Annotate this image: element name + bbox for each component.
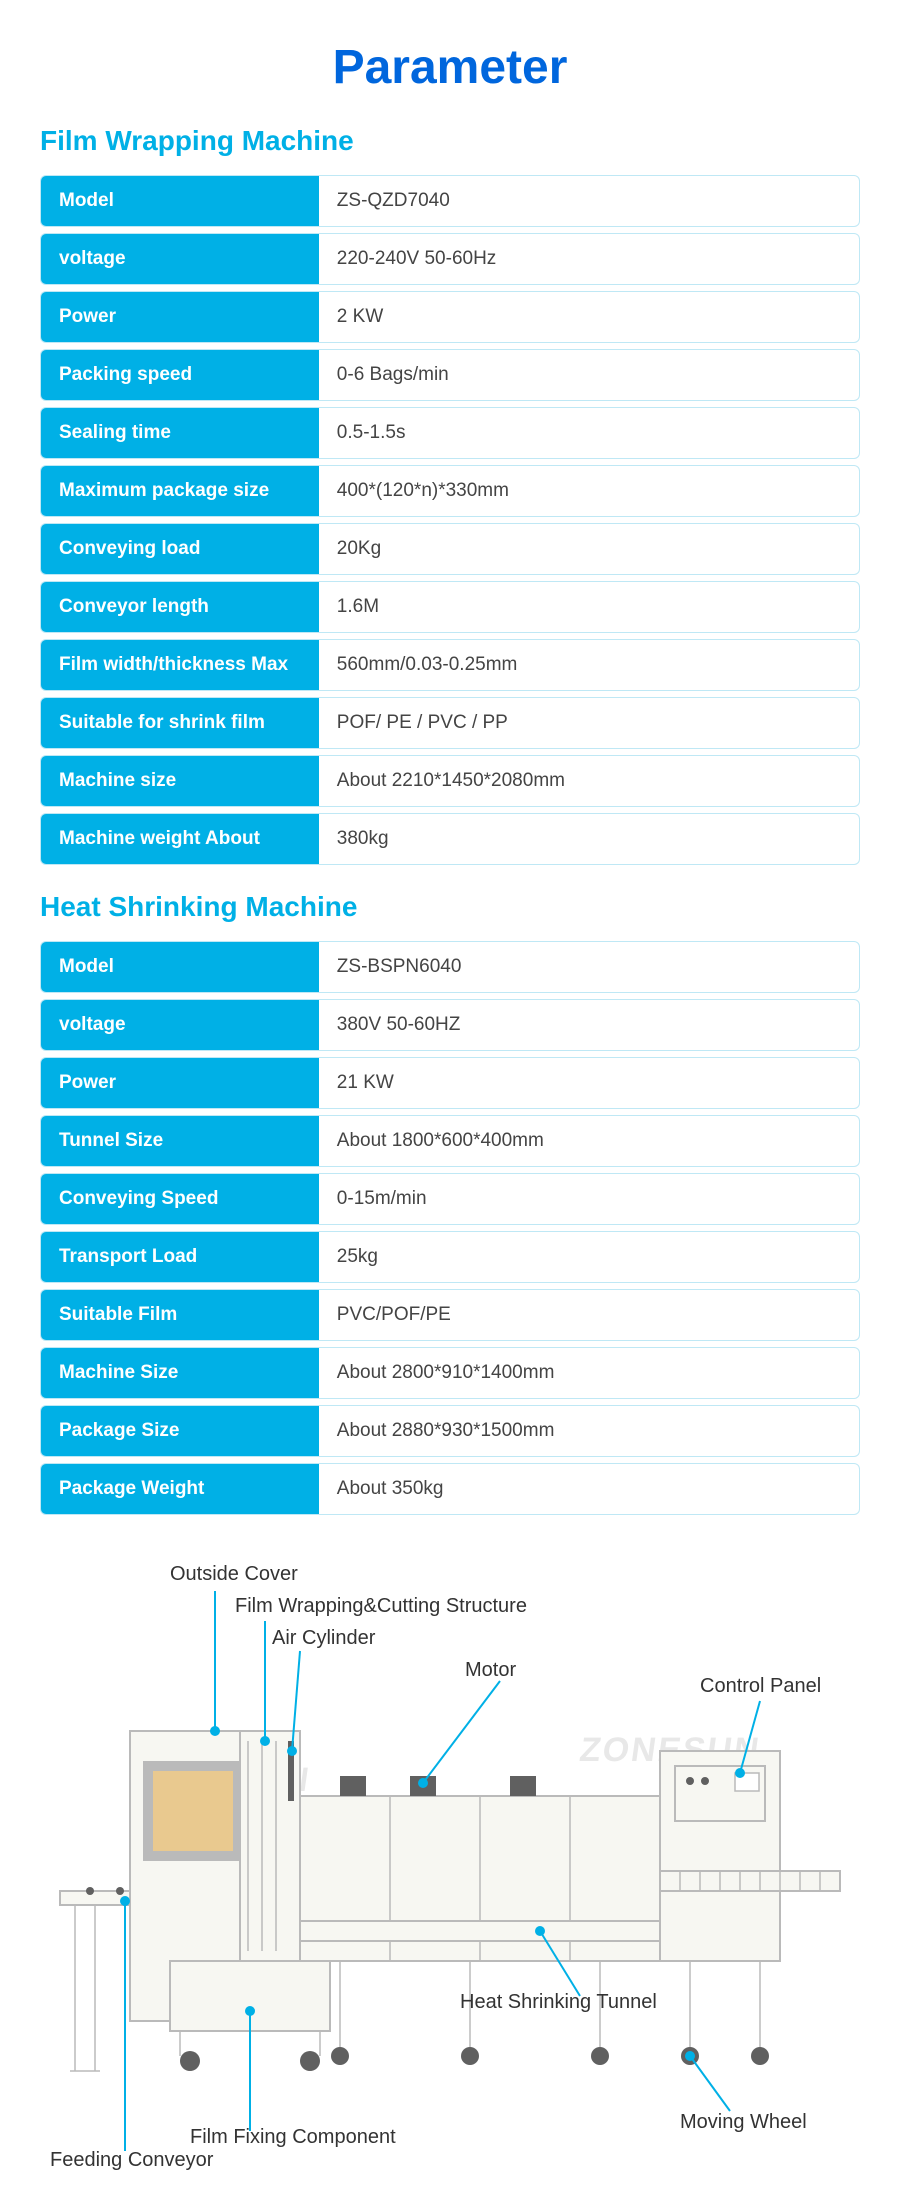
table-row: voltage220-240V 50-60Hz [40,233,860,285]
table-row: Packing speed0-6 Bags/min [40,349,860,401]
spec-value: 380V 50-60HZ [319,999,860,1051]
spec-label: voltage [40,999,319,1051]
table-row: Machine sizeAbout 2210*1450*2080mm [40,755,860,807]
spec-value: PVC/POF/PE [319,1289,860,1341]
spec-value: About 2880*930*1500mm [319,1405,860,1457]
spec-label: Machine weight About [40,813,319,865]
table-row: Transport Load25kg [40,1231,860,1283]
spec-label: Model [40,941,319,993]
table-row: Machine weight About380kg [40,813,860,865]
callout-moving-wheel: Moving Wheel [680,2111,807,2134]
spec-value: 1.6M [319,581,860,633]
table-row: Package WeightAbout 350kg [40,1463,860,1515]
table-row: Sealing time0.5-1.5s [40,407,860,459]
spec-value: About 350kg [319,1463,860,1515]
table-row: Conveying Speed0-15m/min [40,1173,860,1225]
table-row: ModelZS-QZD7040 [40,175,860,227]
spec-value: About 1800*600*400mm [319,1115,860,1167]
machine-svg [40,1551,860,2171]
spec-label: Conveying load [40,523,319,575]
spec-label: Transport Load [40,1231,319,1283]
spec-value: 220-240V 50-60Hz [319,233,860,285]
spec-value: 21 KW [319,1057,860,1109]
table-row: Power21 KW [40,1057,860,1109]
table-row: ModelZS-BSPN6040 [40,941,860,993]
spec-value: 20Kg [319,523,860,575]
table-row: Tunnel SizeAbout 1800*600*400mm [40,1115,860,1167]
spec-label: Tunnel Size [40,1115,319,1167]
table-row: Film width/thickness Max560mm/0.03-0.25m… [40,639,860,691]
spec-label: Package Weight [40,1463,319,1515]
callout-air-cylinder: Air Cylinder [272,1627,375,1650]
spec-label: Suitable for shrink film [40,697,319,749]
page-title: Parameter [40,40,860,95]
spec-value: 380kg [319,813,860,865]
callout-feeding-conveyor: Feeding Conveyor [50,2149,213,2172]
spec-label: Maximum package size [40,465,319,517]
table-row: Conveying load20Kg [40,523,860,575]
spec-label: Conveyor length [40,581,319,633]
spec-value: 2 KW [319,291,860,343]
spec-value: ZS-QZD7040 [319,175,860,227]
callout-film-fixing: Film Fixing Component [190,2126,396,2149]
spec-label: Power [40,291,319,343]
spec-label: Power [40,1057,319,1109]
table-row: Conveyor length1.6M [40,581,860,633]
table-row: Power2 KW [40,291,860,343]
table-row: Suitable FilmPVC/POF/PE [40,1289,860,1341]
spec-label: Machine size [40,755,319,807]
machine-diagram: ZONESUN ZONESUN [40,1551,860,2171]
spec-label: Model [40,175,319,227]
spec-table-heat: ModelZS-BSPN6040voltage380V 50-60HZPower… [40,935,860,1521]
spec-label: Machine Size [40,1347,319,1399]
callout-motor: Motor [465,1659,516,1682]
spec-value: About 2210*1450*2080mm [319,755,860,807]
spec-label: Package Size [40,1405,319,1457]
section-title-wrapping: Film Wrapping Machine [40,125,860,157]
spec-label: Conveying Speed [40,1173,319,1225]
callout-film-struct: Film Wrapping&Cutting Structure [235,1595,527,1618]
spec-label: voltage [40,233,319,285]
table-row: Package SizeAbout 2880*930*1500mm [40,1405,860,1457]
callout-control-panel: Control Panel [700,1675,821,1698]
spec-label: Suitable Film [40,1289,319,1341]
spec-value: POF/ PE / PVC / PP [319,697,860,749]
callout-outside-cover: Outside Cover [170,1563,298,1586]
spec-value: 0.5-1.5s [319,407,860,459]
table-row: voltage380V 50-60HZ [40,999,860,1051]
spec-value: 560mm/0.03-0.25mm [319,639,860,691]
section-title-heat: Heat Shrinking Machine [40,891,860,923]
spec-value: 25kg [319,1231,860,1283]
spec-table-wrapping: ModelZS-QZD7040voltage220-240V 50-60HzPo… [40,169,860,871]
table-row: Maximum package size400*(120*n)*330mm [40,465,860,517]
table-row: Suitable for shrink filmPOF/ PE / PVC / … [40,697,860,749]
table-row: Machine SizeAbout 2800*910*1400mm [40,1347,860,1399]
spec-value: About 2800*910*1400mm [319,1347,860,1399]
spec-value: 0-6 Bags/min [319,349,860,401]
spec-label: Film width/thickness Max [40,639,319,691]
spec-label: Packing speed [40,349,319,401]
spec-value: 400*(120*n)*330mm [319,465,860,517]
spec-value: ZS-BSPN6040 [319,941,860,993]
callout-heat-tunnel: Heat Shrinking Tunnel [460,1991,657,2014]
spec-label: Sealing time [40,407,319,459]
spec-value: 0-15m/min [319,1173,860,1225]
